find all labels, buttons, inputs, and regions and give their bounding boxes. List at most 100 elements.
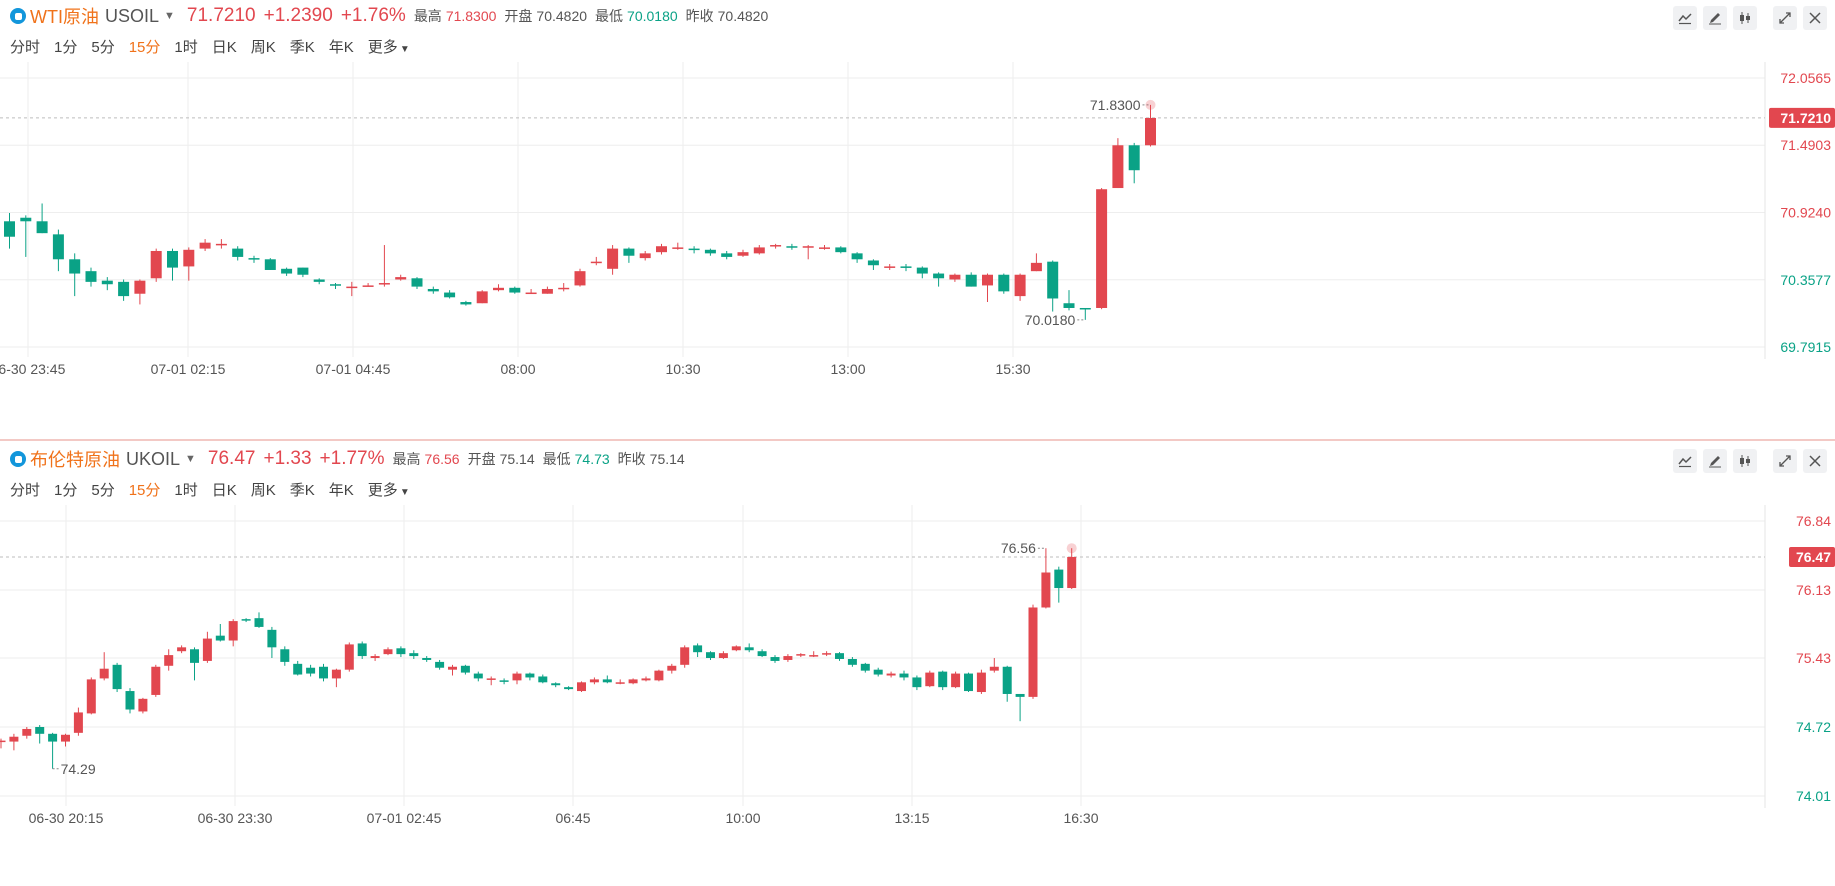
tab-timeshare[interactable]: 分时 [10,481,41,499]
expand-icon[interactable] [1773,6,1797,30]
line-chart-icon[interactable] [1673,6,1697,30]
x-tick-label: 07-01 02:15 [151,361,226,377]
candle [319,663,328,682]
candle-body [602,679,612,683]
instrument-code[interactable]: USOIL [105,5,160,26]
tab-yearly[interactable]: 年K [328,481,354,499]
chevron-down-icon[interactable]: ▼ [185,453,196,465]
wti-candlestick-chart[interactable]: 72.0565 71.4903 70.9240 70.3577 69.7915 06-30… [0,62,1835,443]
candle-body [151,666,161,695]
instrument-code[interactable]: UKOIL [126,448,181,469]
candle-body [938,671,948,688]
interval-tabs: 分时 1分 5分 15分 1时 日K 周K 季K 年K 更多 ▼ [10,477,424,501]
close-icon[interactable] [1803,6,1827,30]
tab-more[interactable]: 更多 ▼ [368,479,410,500]
draw-icon[interactable] [1703,6,1727,30]
tab-1min[interactable]: 1分 [54,481,78,499]
candle [476,290,488,304]
candle-body [688,248,700,251]
candlestick-icon[interactable] [1733,6,1757,30]
tab-more[interactable]: 更多 ▼ [368,36,410,57]
tab-quarterly[interactable]: 季K [289,481,315,499]
candle-body [770,657,780,661]
tab-1min[interactable]: 1分 [54,38,78,56]
instrument-name[interactable]: WTI原油 [30,7,99,27]
candle-body [615,682,625,684]
candle-body [900,266,912,268]
candle [411,277,423,289]
candle [753,245,765,255]
candle [264,258,276,270]
close-icon[interactable] [1803,449,1827,473]
candle [199,239,211,251]
candle [809,651,819,658]
candle-body [541,288,553,294]
candle [802,245,814,260]
candle [1028,604,1038,699]
candle-body [933,273,945,279]
tab-quarterly[interactable]: 季K [289,38,315,56]
line-chart-icon[interactable] [1673,449,1697,473]
candle-body [835,653,844,659]
candle-body [331,669,341,679]
candle [346,281,358,297]
chevron-down-icon: ▼ [399,486,410,498]
candle [964,672,973,693]
tab-yearly[interactable]: 年K [328,38,354,56]
candle-body [1047,261,1059,299]
instrument-name[interactable]: 布伦特原油 [30,450,120,470]
candle-body [344,644,354,670]
candle [281,267,293,276]
expand-icon[interactable] [1773,449,1797,473]
tab-daily[interactable]: 日K [211,481,237,499]
candle [786,243,798,250]
candle [525,288,537,295]
candle [564,686,574,691]
tab-more-label: 更多 [367,38,398,56]
low-value: 74.73 [574,451,610,467]
candle [9,733,19,751]
candle [1030,253,1042,272]
candle [177,645,187,654]
candle [99,652,109,681]
chevron-down-icon[interactable]: ▼ [164,10,175,22]
candle [183,247,195,281]
tab-5min[interactable]: 5分 [91,38,115,56]
candle [851,252,863,263]
tab-15min[interactable]: 15分 [128,38,161,56]
chevron-down-icon: ▼ [399,43,410,55]
candle-body [395,277,407,280]
candle-body [770,245,782,247]
candle-body [486,678,496,680]
brent-candlestick-chart[interactable]: 76.84 76.13 75.43 74.72 74.01 06-30 20:15 06-3… [0,505,1835,886]
draw-icon[interactable] [1703,449,1727,473]
candle-body [202,638,212,661]
tab-1hour[interactable]: 1时 [174,481,198,499]
candle [357,641,367,659]
candle-body [1041,572,1051,608]
candle-body [607,248,619,269]
tab-weekly[interactable]: 周K [250,38,276,56]
open-value: 70.4820 [536,8,588,24]
candle [297,267,309,278]
candle [1063,290,1075,311]
tab-15min[interactable]: 15分 [128,481,161,499]
candle [22,727,32,739]
candle-body [916,267,928,274]
candle [639,250,651,261]
live-price-glow [1066,543,1077,554]
candle [112,662,122,693]
tab-5min[interactable]: 5分 [91,481,115,499]
candle-body [899,673,909,678]
candlestick-icon[interactable] [1733,449,1757,473]
tab-weekly[interactable]: 周K [250,481,276,499]
candle-body [1067,556,1077,589]
tab-daily[interactable]: 日K [211,38,237,56]
candle [61,733,70,747]
panel-divider[interactable] [0,439,1835,441]
candle-body [639,253,651,259]
tab-1hour[interactable]: 1时 [174,38,198,56]
candle-body [672,247,684,249]
candle [473,671,483,682]
tab-timeshare[interactable]: 分时 [10,38,41,56]
